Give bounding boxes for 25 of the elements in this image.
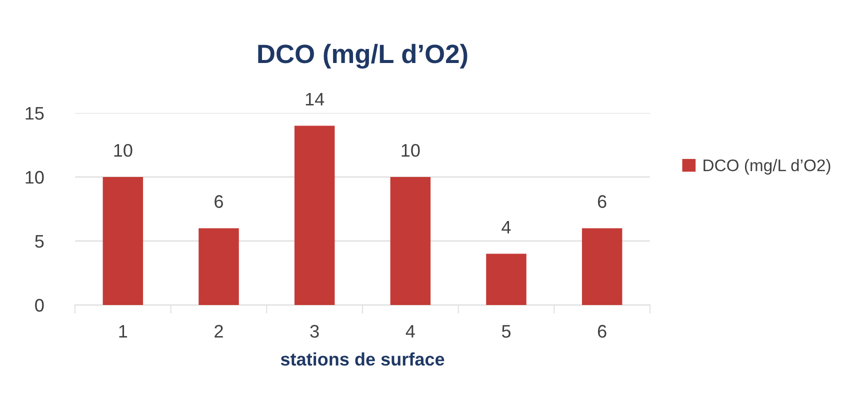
- x-tick-label: 5: [502, 325, 511, 338]
- legend-label: DCO (mg/L d’O2): [704, 159, 830, 175]
- data-label: 10: [114, 144, 132, 157]
- bar: [486, 254, 526, 305]
- y-tick-label: 15: [26, 107, 44, 120]
- x-tick-label: 2: [214, 324, 223, 338]
- y-tick-label: 5: [35, 235, 44, 248]
- data-label: 4: [502, 220, 511, 234]
- bar: [294, 126, 335, 305]
- x-tick-label: 3: [310, 324, 319, 338]
- x-axis-title: stations de surface: [280, 352, 444, 366]
- y-tick-label: 10: [26, 170, 44, 184]
- x-tick-label: 4: [406, 325, 415, 338]
- data-label: 10: [402, 144, 420, 157]
- data-label: 6: [214, 195, 223, 208]
- data-label: 6: [598, 195, 606, 208]
- y-tick-label: 0: [35, 298, 44, 312]
- x-tick-label: 6: [598, 324, 606, 338]
- bar: [198, 228, 239, 305]
- chart-title: DCO (mg/L d’O2): [258, 44, 468, 69]
- bar: [390, 177, 431, 305]
- bar: [582, 228, 622, 305]
- x-tick-label: 1: [119, 325, 128, 338]
- data-label: 14: [306, 92, 324, 106]
- bar: [102, 177, 144, 305]
